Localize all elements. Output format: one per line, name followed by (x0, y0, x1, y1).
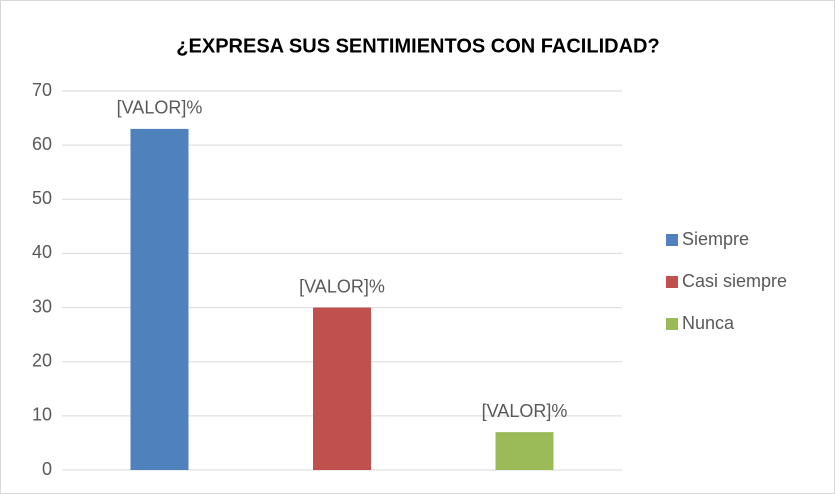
y-tick-label: 60 (32, 134, 52, 154)
legend-label: Nunca (682, 313, 735, 333)
y-tick-label: 40 (32, 242, 52, 262)
bar (495, 432, 554, 470)
legend-label: Casi siempre (682, 271, 787, 291)
bar (313, 307, 371, 470)
bar (130, 128, 189, 470)
data-label: [VALOR]% (482, 401, 568, 421)
y-tick-label: 20 (32, 350, 52, 370)
legend-swatch (666, 234, 678, 246)
legend-swatch (666, 318, 678, 330)
chart-title: ¿EXPRESA SUS SENTIMIENTOS CON FACILIDAD? (176, 35, 659, 57)
legend-swatch (666, 276, 678, 288)
y-tick-label: 10 (32, 405, 52, 425)
y-tick-label: 50 (32, 188, 52, 208)
data-label: [VALOR]% (299, 276, 385, 296)
y-tick-label: 70 (32, 80, 52, 100)
y-tick-label: 0 (42, 459, 52, 479)
legend-label: Siempre (682, 229, 749, 249)
y-tick-label: 30 (32, 296, 52, 316)
data-label: [VALOR]% (117, 98, 203, 118)
